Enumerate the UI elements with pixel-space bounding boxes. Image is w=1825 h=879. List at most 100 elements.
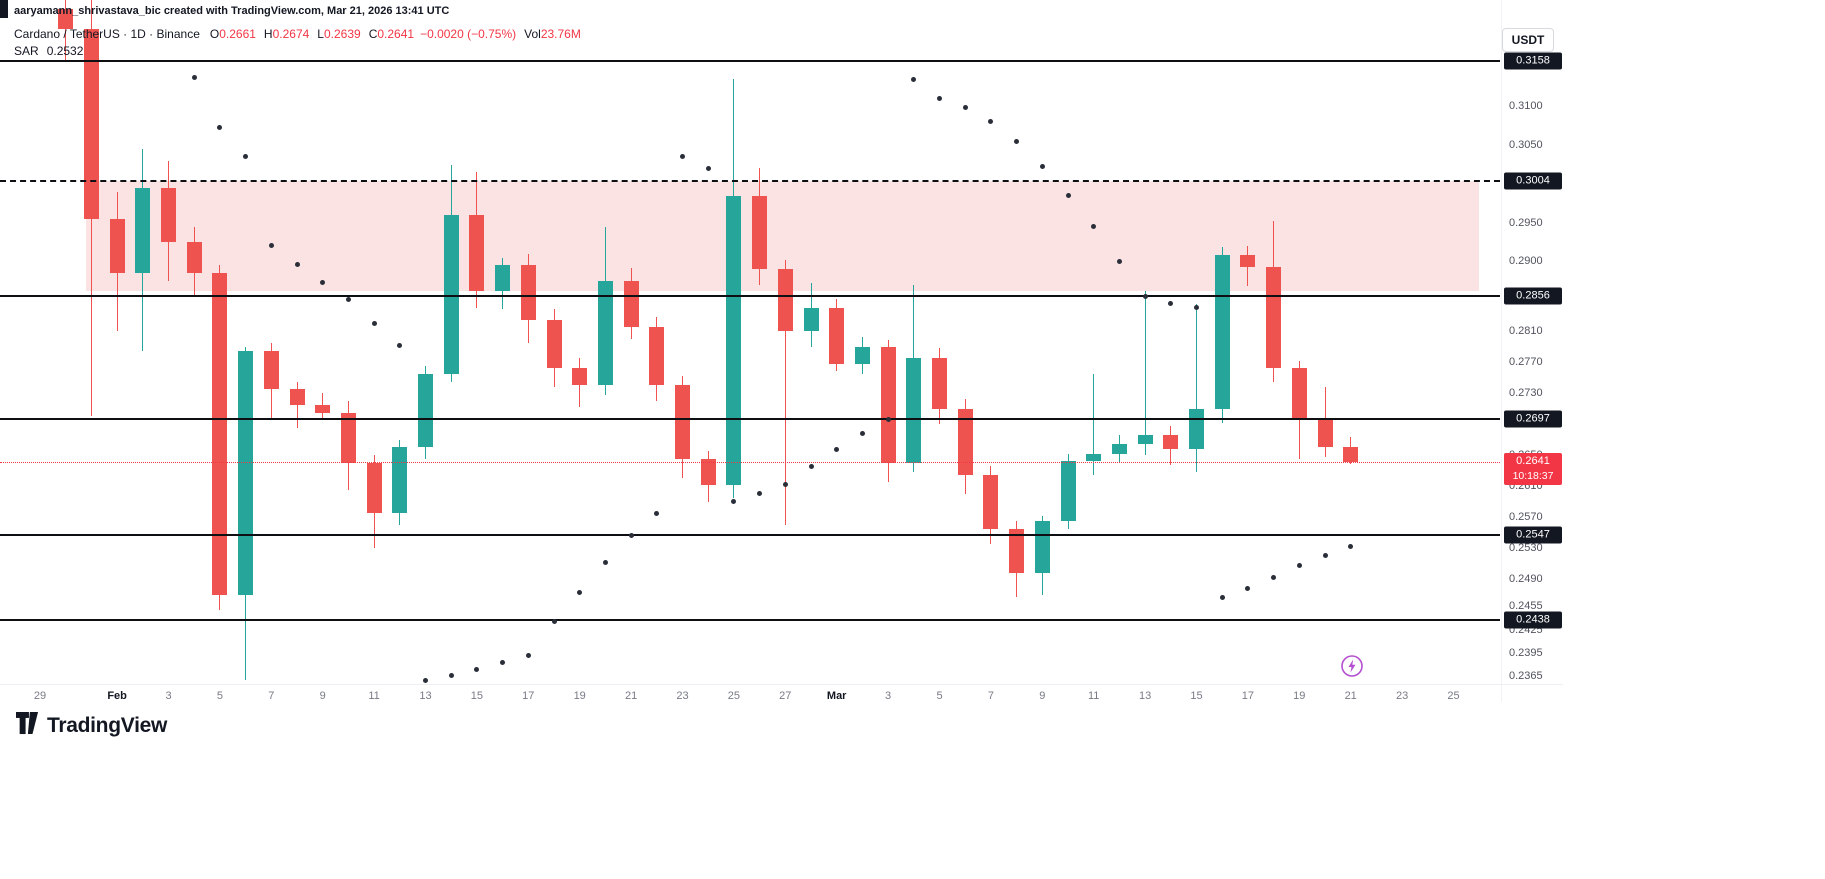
candle-body[interactable] xyxy=(366,462,382,514)
candle-body[interactable] xyxy=(340,412,356,463)
sar-dot[interactable] xyxy=(551,618,557,624)
sar-dot[interactable] xyxy=(1091,224,1097,230)
candle-body[interactable] xyxy=(700,459,716,485)
sar-dot[interactable] xyxy=(782,482,788,488)
price-level-line[interactable] xyxy=(0,294,1500,297)
candle-body[interactable] xyxy=(777,269,793,332)
price-level-line[interactable] xyxy=(0,618,1500,621)
candle-wick[interactable] xyxy=(1196,304,1197,473)
candle-body[interactable] xyxy=(392,447,408,514)
candle-body[interactable] xyxy=(829,307,845,364)
spark-indicator-icon[interactable] xyxy=(1340,654,1364,678)
candle-body[interactable] xyxy=(932,358,947,409)
sar-dot[interactable] xyxy=(988,119,994,125)
candle-body[interactable] xyxy=(315,404,331,413)
sar-dot[interactable] xyxy=(268,243,274,249)
candle-body[interactable] xyxy=(957,408,973,475)
candle-body[interactable] xyxy=(418,373,433,448)
candle-body[interactable] xyxy=(469,214,485,291)
candle-body[interactable] xyxy=(675,385,690,460)
time-axis[interactable]: 29 Feb 3 5 7 9 11 13 15 17 19 21 23 25 27 Mar 3 5 7 9 11 13 15… xyxy=(0,684,1563,705)
sar-dot[interactable] xyxy=(602,560,608,566)
candle-body[interactable] xyxy=(161,187,176,243)
sar-dot[interactable] xyxy=(345,296,351,302)
candle-wick[interactable] xyxy=(1093,373,1095,475)
candle-body[interactable] xyxy=(854,346,870,364)
candle-body[interactable] xyxy=(186,242,202,274)
candle-body[interactable] xyxy=(726,195,742,485)
candle-body[interactable] xyxy=(906,358,922,463)
currency-button[interactable]: USDT xyxy=(1502,28,1554,52)
candle-body[interactable] xyxy=(1214,255,1230,409)
candle-body[interactable] xyxy=(1189,408,1204,449)
candle-body[interactable] xyxy=(1009,528,1025,574)
sar-dot[interactable] xyxy=(1245,586,1251,592)
candle-body[interactable] xyxy=(1034,521,1050,574)
candle-wick[interactable] xyxy=(65,0,67,60)
sar-dot[interactable] xyxy=(500,660,506,666)
sar-dot[interactable] xyxy=(680,154,685,160)
sar-dot[interactable] xyxy=(808,463,814,469)
candle-body[interactable] xyxy=(649,327,665,386)
sar-dot[interactable] xyxy=(371,320,377,326)
sar-dot[interactable] xyxy=(1168,300,1174,306)
price-axis[interactable]: 0.3158 0.3004 0.2856 0.2697 0.2547 0.2438 0.26… xyxy=(1501,0,1564,702)
sar-dot[interactable] xyxy=(834,446,840,452)
candle-body[interactable] xyxy=(109,218,125,274)
candle-body[interactable] xyxy=(1240,255,1256,267)
candle-body[interactable] xyxy=(1266,266,1282,369)
candle-body[interactable] xyxy=(495,265,511,291)
sar-dot[interactable] xyxy=(1194,305,1199,311)
candle-body[interactable] xyxy=(212,273,228,595)
candle-wick[interactable] xyxy=(296,381,298,429)
sar-dot[interactable] xyxy=(217,124,223,130)
sar-dot[interactable] xyxy=(397,343,403,349)
price-level-line[interactable] xyxy=(0,60,1500,63)
candle-body[interactable] xyxy=(1343,446,1359,463)
sar-dot[interactable] xyxy=(859,431,865,436)
sar-dot[interactable] xyxy=(937,96,942,102)
sar-dot[interactable] xyxy=(577,589,583,595)
candle-body[interactable] xyxy=(1086,453,1102,462)
candle-body[interactable] xyxy=(1060,461,1076,522)
sar-dot[interactable] xyxy=(731,499,737,505)
candle-wick[interactable] xyxy=(1144,290,1146,456)
candle-body[interactable] xyxy=(443,214,459,374)
candle-body[interactable] xyxy=(572,368,588,386)
candle-body[interactable] xyxy=(983,474,999,529)
sar-dot[interactable] xyxy=(1322,552,1328,558)
sar-dot[interactable] xyxy=(1116,258,1122,264)
candle-body[interactable] xyxy=(803,307,819,332)
price-level-line[interactable] xyxy=(0,179,1500,182)
candle-body[interactable] xyxy=(623,280,639,328)
sar-dot[interactable] xyxy=(474,666,480,672)
candle-body[interactable] xyxy=(1111,443,1127,454)
sar-dot[interactable] xyxy=(1271,575,1277,581)
sar-dot[interactable] xyxy=(243,154,249,160)
sar-dot[interactable] xyxy=(962,105,968,111)
candle-body[interactable] xyxy=(880,346,896,463)
sar-dot[interactable] xyxy=(1219,594,1225,600)
candle-body[interactable] xyxy=(1137,435,1153,444)
candle-body[interactable] xyxy=(752,195,768,270)
sar-dot[interactable] xyxy=(885,417,891,423)
candle-body[interactable] xyxy=(238,350,254,595)
candle-body[interactable] xyxy=(263,350,279,390)
sar-dot[interactable] xyxy=(705,165,711,171)
sar-dot[interactable] xyxy=(320,279,326,285)
price-level-line[interactable] xyxy=(0,534,1500,537)
price-level-line[interactable] xyxy=(0,417,1500,420)
candle-body[interactable] xyxy=(597,280,613,386)
tradingview-footer-logo[interactable]: TradingView xyxy=(16,712,167,740)
indicator-sar-label[interactable]: SAR xyxy=(14,44,39,58)
sar-dot[interactable] xyxy=(1296,562,1302,568)
symbol-title[interactable]: Cardano / TetherUS · 1D · Binance xyxy=(14,27,200,41)
candle-body[interactable] xyxy=(1291,368,1307,421)
sar-dot[interactable] xyxy=(525,652,531,658)
candle-body[interactable] xyxy=(83,28,99,219)
candle-wick[interactable] xyxy=(784,259,786,525)
candle-body[interactable] xyxy=(135,187,151,274)
sar-dot[interactable] xyxy=(1142,293,1148,299)
candle-body[interactable] xyxy=(1163,435,1179,449)
plot-area[interactable] xyxy=(0,0,1500,702)
